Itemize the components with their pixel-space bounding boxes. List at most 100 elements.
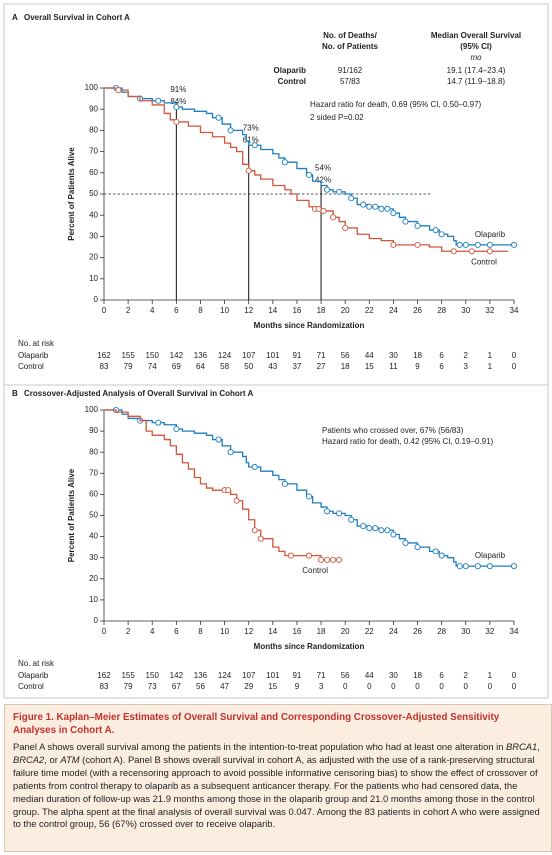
x-tick-label: 30 (461, 627, 470, 636)
risk-count: 1 (488, 362, 493, 371)
y-tick-label: 70 (89, 147, 98, 156)
risk-count: 0 (464, 682, 469, 691)
figure: A Overall Survival in Cohort A01020304050… (3, 3, 549, 699)
risk-count: 91 (292, 351, 301, 360)
risk-count: 150 (146, 351, 160, 360)
x-tick-label: 6 (174, 306, 179, 315)
stats-row-name: Control (278, 77, 306, 86)
stats-header: Median Overall Survival (431, 31, 521, 40)
risk-count: 56 (196, 682, 205, 691)
risk-count: 64 (196, 362, 205, 371)
risk-count: 1 (488, 351, 493, 360)
risk-count: 162 (97, 351, 111, 360)
x-tick-label: 34 (510, 627, 519, 636)
x-tick-label: 2 (126, 627, 131, 636)
risk-count: 15 (268, 682, 277, 691)
risk-count: 2 (464, 671, 469, 680)
censor-mark (342, 224, 349, 231)
risk-count: 83 (100, 362, 109, 371)
stats-median: 14.7 (11.9–18.8) (447, 77, 505, 86)
risk-count: 3 (464, 362, 469, 371)
censor-mark (414, 544, 421, 551)
risk-count: 18 (413, 351, 422, 360)
figure-frame (3, 3, 549, 699)
risk-count: 47 (220, 682, 229, 691)
censor-mark (173, 118, 180, 125)
censor-mark (378, 527, 385, 534)
x-tick-label: 18 (317, 627, 326, 636)
milestone-label: 73% (243, 123, 259, 132)
x-tick-label: 4 (150, 627, 155, 636)
censor-mark (456, 563, 463, 570)
risk-count: 107 (242, 671, 256, 680)
censor-mark (251, 527, 258, 534)
censor-mark (378, 205, 385, 212)
milestone-label: 54% (315, 164, 331, 173)
risk-count: 124 (218, 671, 232, 680)
stats-deaths: 91/162 (338, 66, 363, 75)
panel-letter: A (12, 13, 18, 22)
censor-mark (251, 463, 258, 471)
y-tick-label: 60 (89, 490, 98, 499)
y-tick-label: 80 (89, 126, 98, 135)
x-tick-label: 20 (341, 306, 350, 315)
censor-mark (510, 563, 518, 570)
risk-count: 15 (365, 362, 374, 371)
panel-title: Overall Survival in Cohort A (24, 13, 130, 22)
series-label: Olaparib (475, 551, 506, 560)
x-tick-label: 20 (341, 627, 350, 636)
censor-mark (462, 241, 469, 248)
x-tick-label: 10 (220, 627, 229, 636)
censor-mark (173, 104, 180, 111)
survival-curve (104, 87, 514, 246)
censor-mark (432, 548, 439, 555)
x-tick-label: 32 (485, 627, 494, 636)
risk-count: 74 (148, 362, 157, 371)
survival-curve (104, 409, 340, 561)
risk-count: 79 (124, 682, 133, 691)
censor-mark (287, 552, 294, 559)
censor-mark (336, 510, 343, 517)
y-tick-label: 50 (89, 189, 98, 198)
risk-count: 6 (439, 362, 444, 371)
risk-count: 43 (268, 362, 277, 371)
censor-mark (324, 186, 331, 193)
censor-mark (330, 556, 337, 563)
censor-mark (305, 552, 313, 559)
risk-count: 0 (391, 682, 396, 691)
x-tick-label: 14 (268, 306, 277, 315)
censor-mark (384, 205, 391, 212)
y-tick-label: 60 (89, 168, 98, 177)
x-tick-label: 18 (317, 306, 326, 315)
risk-count: 44 (365, 351, 374, 360)
risk-count: 67 (172, 682, 181, 691)
risk-count: 0 (488, 682, 493, 691)
x-tick-label: 24 (389, 306, 398, 315)
censor-mark (348, 516, 355, 523)
censor-mark (360, 523, 367, 530)
censor-mark (486, 563, 493, 570)
stats-header: (95% CI) (460, 42, 492, 51)
x-tick-label: 32 (485, 306, 494, 315)
risk-count: 58 (220, 362, 229, 371)
censor-mark (402, 539, 409, 546)
series-label: Control (471, 257, 497, 266)
panel-title: Crossover-Adjusted Analysis of Overall S… (24, 389, 253, 398)
y-tick-label: 10 (89, 274, 98, 283)
annotation-note: 2 sided P=0.02 (310, 113, 364, 122)
y-tick-label: 50 (89, 511, 98, 520)
censor-mark (324, 508, 331, 515)
censor-mark (155, 97, 162, 104)
risk-count: 2 (464, 351, 469, 360)
risk-count: 27 (317, 362, 326, 371)
x-tick-label: 28 (437, 627, 446, 636)
stats-median: 19.1 (17.4–23.4) (447, 66, 506, 75)
caption-part: (cohort A). Panel B shows overall surviv… (13, 753, 540, 830)
risk-count: 11 (389, 362, 398, 371)
risk-count: 101 (266, 351, 280, 360)
risk-count: 0 (415, 682, 420, 691)
censor-mark (486, 241, 493, 248)
censor-mark (257, 535, 264, 542)
stats-row-name: Olaparib (274, 66, 307, 75)
censor-mark (251, 142, 258, 149)
